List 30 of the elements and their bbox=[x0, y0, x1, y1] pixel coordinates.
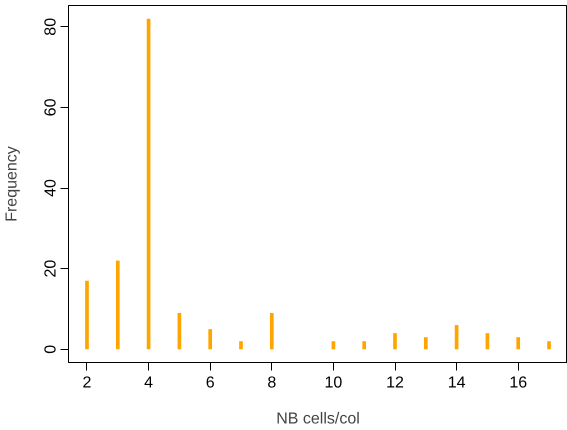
y-tick-label: 0 bbox=[42, 344, 60, 354]
bar bbox=[454, 325, 458, 350]
bar bbox=[146, 18, 150, 350]
x-tick-label: 12 bbox=[386, 374, 404, 392]
bar bbox=[85, 280, 89, 350]
x-axis-title: NB cells/col bbox=[276, 410, 360, 428]
bar bbox=[516, 337, 520, 350]
y-axis-title: Frequency bbox=[4, 146, 20, 222]
x-tick-label: 2 bbox=[82, 374, 92, 392]
bar bbox=[424, 337, 428, 350]
x-tick-label: 14 bbox=[448, 374, 466, 392]
bar bbox=[239, 341, 243, 350]
bar bbox=[208, 329, 212, 350]
x-tick-label: 10 bbox=[324, 374, 342, 392]
bar bbox=[332, 341, 336, 350]
x-tick-label: 4 bbox=[144, 374, 154, 392]
y-tick-label: 40 bbox=[42, 179, 60, 197]
bar bbox=[270, 312, 274, 350]
x-tick-label: 16 bbox=[509, 374, 528, 392]
x-tick-label: 6 bbox=[206, 374, 215, 392]
bar bbox=[393, 333, 397, 350]
bar bbox=[116, 260, 120, 350]
x-tick-label: 8 bbox=[267, 374, 276, 392]
bar bbox=[362, 341, 366, 350]
y-tick-label: 60 bbox=[42, 98, 60, 116]
y-tick-label: 80 bbox=[42, 18, 60, 36]
bar bbox=[486, 333, 490, 350]
y-tick-label: 20 bbox=[42, 260, 60, 278]
bar bbox=[178, 312, 182, 350]
bar bbox=[547, 341, 551, 350]
